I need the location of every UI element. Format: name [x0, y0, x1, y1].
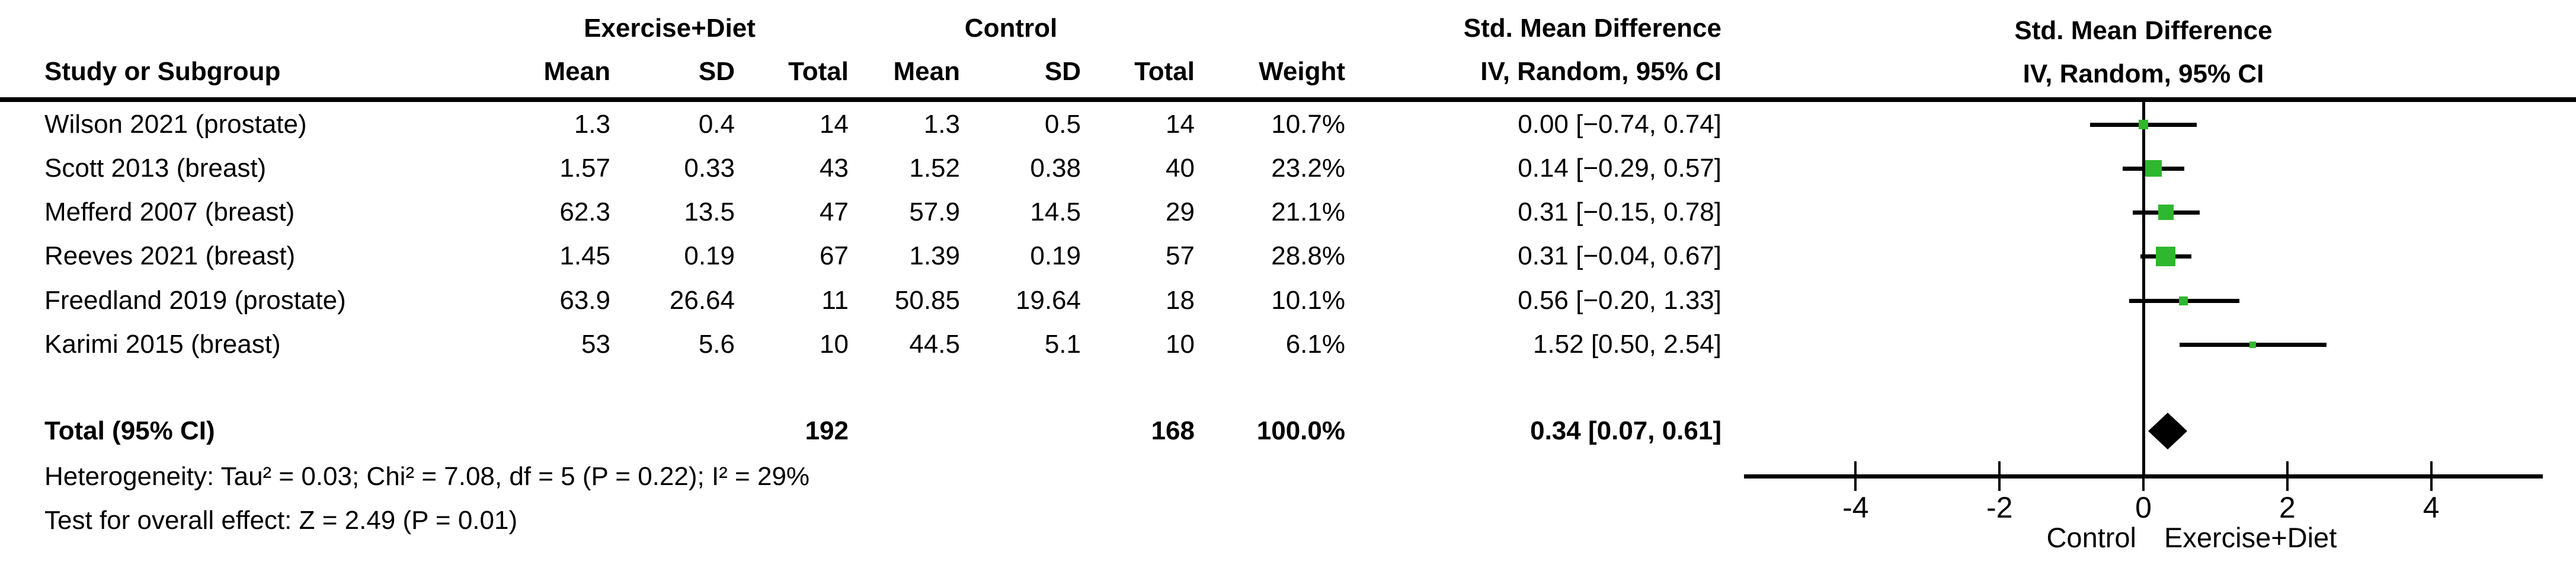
ed-mean-value: 1.45 [559, 241, 610, 270]
weight-value: 10.1% [1271, 286, 1345, 315]
weight-header: Weight [1259, 57, 1345, 86]
ed-sd-header: SD [698, 57, 735, 86]
ed-mean-value: 1.3 [574, 110, 610, 139]
ci-text-value: 1.52 [0.50, 2.54] [1532, 330, 1721, 359]
ed-mean-value: 1.57 [559, 154, 610, 183]
control-total-value: 18 [1166, 286, 1195, 315]
weight-value: 21.1% [1271, 197, 1345, 227]
pooled-diamond-marker [2148, 413, 2187, 449]
effect-column-header-line1: Std. Mean Difference [1463, 14, 1721, 43]
ci-text-value: 0.31 [−0.15, 0.78] [1518, 197, 1721, 227]
total-label: Total (95% CI) [44, 416, 215, 445]
effect-square-marker [2179, 296, 2188, 305]
heterogeneity-stats: Heterogeneity: Tau² = 0.03; Chi² = 7.08,… [44, 462, 810, 491]
ed-mean-value: 53 [581, 330, 610, 359]
ed-mean-header: Mean [543, 57, 610, 86]
effect-square-marker [2139, 120, 2148, 129]
x-axis-tick [1998, 461, 2001, 491]
control-sd-header: SD [1044, 57, 1081, 86]
ed-total-value: 14 [820, 110, 849, 139]
total-weight-value: 100.0% [1256, 416, 1345, 445]
control-sd-value: 19.64 [1015, 286, 1081, 315]
effect-square-marker [2249, 342, 2256, 348]
ed-total-value: 43 [820, 154, 849, 183]
control-mean-value: 1.52 [909, 154, 960, 183]
ci-text-value: 0.31 [−0.04, 0.67] [1518, 241, 1721, 270]
study-label: Freedland 2019 (prostate) [44, 286, 346, 315]
control-total-value: 57 [1166, 241, 1195, 270]
ed-total-value: 47 [820, 197, 849, 227]
x-axis-tick-label: 4 [2423, 491, 2440, 524]
ed-sd-value: 0.33 [684, 154, 735, 183]
control-sd-value: 14.5 [1030, 197, 1081, 227]
control-mean-header: Mean [893, 57, 960, 86]
x-axis-tick-label: -2 [1986, 491, 2013, 524]
control-total-value: 29 [1166, 197, 1195, 227]
study-label: Scott 2013 (breast) [44, 154, 267, 183]
x-axis-tick [1854, 461, 1857, 491]
ci-text-value: 0.14 [−0.29, 0.57] [1518, 154, 1721, 183]
ed-total-header: Total [788, 57, 849, 86]
ci-text-value: 0.56 [−0.20, 1.33] [1518, 286, 1721, 315]
control-mean-value: 50.85 [894, 286, 960, 315]
control-mean-value: 57.9 [909, 197, 960, 227]
study-label: Mefferd 2007 (breast) [44, 197, 295, 227]
control-sd-value: 0.38 [1030, 154, 1081, 183]
control-mean-value: 44.5 [909, 330, 960, 359]
ed-total-value: 11 [821, 286, 849, 315]
weight-value: 10.7% [1271, 110, 1345, 139]
total-control-total-value: 168 [1151, 416, 1195, 445]
study-label: Karimi 2015 (breast) [44, 330, 281, 359]
axis-favours-left-label: Control [2046, 522, 2136, 553]
ed-total-value: 67 [820, 241, 849, 270]
x-axis-tick-label: -4 [1842, 491, 1869, 524]
control-mean-value: 1.39 [909, 241, 960, 270]
ed-sd-value: 26.64 [669, 286, 735, 315]
study-label: Wilson 2021 (prostate) [44, 110, 307, 139]
zero-effect-line [2142, 102, 2145, 476]
control-sd-value: 0.5 [1044, 110, 1081, 139]
plot-header-line1: Std. Mean Difference [2014, 16, 2273, 45]
total-ed-total-value: 192 [805, 416, 849, 445]
effect-square-marker [2145, 160, 2162, 177]
x-axis-tick [2286, 461, 2289, 491]
group-header-exercise-diet: Exercise+Diet [584, 14, 756, 43]
x-axis-tick-label: 2 [2279, 491, 2296, 524]
total-ci-text-value: 0.34 [0.07, 0.61] [1530, 416, 1721, 445]
x-axis-tick [2142, 461, 2145, 491]
control-total-header: Total [1134, 57, 1195, 86]
ed-total-value: 10 [820, 330, 849, 359]
overall-effect-test: Test for overall effect: Z = 2.49 (P = 0… [44, 506, 518, 535]
group-header-control: Control [964, 14, 1058, 43]
ed-mean-value: 62.3 [559, 197, 610, 227]
ed-mean-value: 63.9 [559, 286, 610, 315]
x-axis-tick-label: 0 [2135, 491, 2152, 524]
axis-favours-right-label: Exercise+Diet [2164, 522, 2337, 553]
study-label: Reeves 2021 (breast) [44, 241, 296, 270]
control-total-value: 14 [1166, 110, 1195, 139]
x-axis-tick [2430, 461, 2433, 491]
control-total-value: 40 [1166, 154, 1195, 183]
ed-sd-value: 13.5 [684, 197, 735, 227]
weight-value: 23.2% [1271, 154, 1345, 183]
control-total-value: 10 [1166, 330, 1195, 359]
ed-sd-value: 0.4 [698, 110, 735, 139]
control-mean-value: 1.3 [923, 110, 960, 139]
study-column-header: Study or Subgroup [44, 57, 281, 86]
weight-value: 28.8% [1271, 241, 1345, 270]
control-sd-value: 5.1 [1044, 330, 1081, 359]
header-divider-line [0, 97, 2576, 102]
control-sd-value: 0.19 [1030, 241, 1081, 270]
ci-text-value: 0.00 [−0.74, 0.74] [1518, 110, 1721, 139]
plot-header-line2: IV, Random, 95% CI [2023, 59, 2264, 88]
weight-value: 6.1% [1285, 330, 1345, 359]
ed-sd-value: 5.6 [698, 330, 735, 359]
effect-square-marker [2158, 205, 2174, 220]
effect-column-header-line2: IV, Random, 95% CI [1480, 57, 1721, 86]
ed-sd-value: 0.19 [684, 241, 735, 270]
effect-square-marker [2156, 247, 2175, 266]
